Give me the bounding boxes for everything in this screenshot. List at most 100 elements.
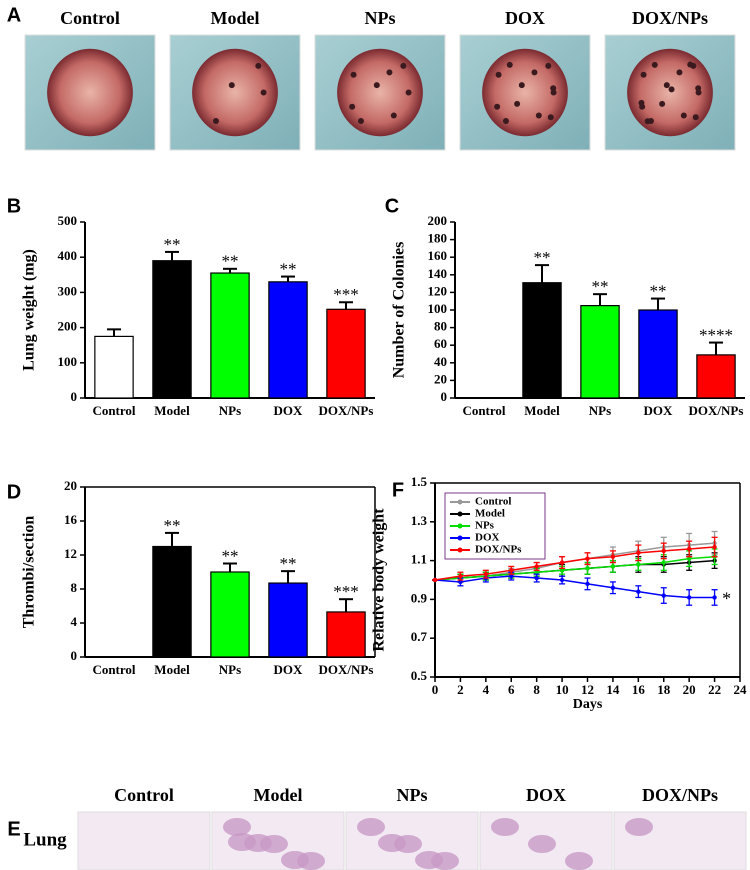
point <box>712 595 717 600</box>
point <box>712 544 717 550</box>
nodule <box>692 114 699 121</box>
x-tick-label: DOX/NPs <box>689 403 744 418</box>
panel-letter: A <box>7 4 21 26</box>
nodule <box>255 62 262 69</box>
lesion <box>378 834 406 852</box>
y-axis-label: Thrombi/section <box>21 516 38 629</box>
point <box>585 556 590 561</box>
x-tick-label: 16 <box>632 682 646 697</box>
x-tick-label: Model <box>154 662 190 677</box>
nodule <box>390 112 397 119</box>
point <box>636 589 641 594</box>
nodule <box>506 61 513 68</box>
bar <box>210 272 250 399</box>
panel-letter: F <box>392 479 404 501</box>
photo-label: DOX/NPs <box>642 785 718 805</box>
nodule <box>357 118 364 125</box>
photo-label: NPs <box>365 8 396 28</box>
nodule <box>644 118 651 125</box>
lesion <box>415 851 443 869</box>
y-tick-label: 12 <box>64 546 77 561</box>
legend-marker <box>457 547 463 553</box>
nodule <box>514 100 521 107</box>
y-tick-label: 20 <box>64 478 77 493</box>
photo <box>77 811 211 870</box>
x-tick-label: 8 <box>533 682 540 697</box>
x-tick-label: NPs <box>219 403 241 418</box>
lung-tissue <box>192 48 278 137</box>
point <box>661 593 666 598</box>
point <box>534 575 539 581</box>
nodule <box>663 82 670 89</box>
significance: ** <box>164 235 181 254</box>
y-axis-label: Lung weight (mg) <box>21 249 38 371</box>
photo-label: Control <box>114 785 174 805</box>
panel-letter: E <box>7 818 20 840</box>
y-tick-label: 80 <box>434 319 447 334</box>
bar <box>152 545 192 658</box>
nodule <box>349 103 356 110</box>
y-tick-label: 16 <box>64 512 78 527</box>
point <box>661 548 666 554</box>
x-tick-label: 4 <box>483 682 490 697</box>
y-tick-label: 0.7 <box>411 629 428 644</box>
nodule <box>373 82 380 89</box>
bar <box>268 281 308 399</box>
nodule <box>212 118 219 125</box>
significance: ** <box>280 554 297 573</box>
lesion <box>528 835 556 853</box>
nodule <box>535 112 542 119</box>
significance: ** <box>164 516 181 535</box>
x-tick-label: 14 <box>606 682 620 697</box>
nodule <box>405 89 412 96</box>
significance: *** <box>333 582 359 601</box>
lesion <box>491 818 519 836</box>
y-tick-label: 0.9 <box>411 590 428 605</box>
photo-label: NPs <box>397 785 428 805</box>
legend-label: DOX/NPs <box>475 544 522 556</box>
bar <box>522 282 562 399</box>
bar <box>152 260 192 399</box>
photo-label: Control <box>60 8 120 28</box>
y-tick-label: 500 <box>58 213 78 228</box>
x-tick-label: 18 <box>657 682 671 697</box>
y-tick-label: 200 <box>428 213 448 228</box>
nodule <box>640 71 647 78</box>
legend-label: Model <box>475 508 505 520</box>
x-tick-label: 12 <box>581 682 594 697</box>
nodule <box>400 62 407 69</box>
significance: ** <box>222 546 239 565</box>
x-tick-label: Control <box>92 662 135 677</box>
y-tick-label: 40 <box>434 354 447 369</box>
x-tick-label: 6 <box>508 682 515 697</box>
x-tick-label: Model <box>154 403 190 418</box>
nodule <box>386 69 393 76</box>
panel-letter: C <box>385 195 399 217</box>
y-tick-label: 20 <box>434 371 447 386</box>
bar <box>268 582 308 658</box>
point <box>686 556 692 561</box>
significance: **** <box>699 325 733 344</box>
y-tick-label: 200 <box>58 319 78 334</box>
photo-label: Model <box>254 785 303 805</box>
x-tick-label: DOX <box>274 403 304 418</box>
x-tick-label: 2 <box>457 682 464 697</box>
lesion <box>625 818 653 836</box>
bar <box>94 335 134 399</box>
significance: * <box>722 589 731 609</box>
x-tick-label: 24 <box>734 682 748 697</box>
point <box>559 560 565 565</box>
lung-tissue <box>337 48 423 137</box>
y-tick-label: 1.5 <box>411 474 428 489</box>
nodule <box>502 118 509 125</box>
y-tick-label: 400 <box>58 248 78 263</box>
lesion <box>565 852 593 870</box>
point <box>610 585 616 590</box>
point <box>636 562 641 567</box>
legend-label: DOX <box>475 532 500 544</box>
y-tick-label: 60 <box>434 336 447 351</box>
nodule <box>687 61 694 68</box>
bar <box>638 309 678 399</box>
